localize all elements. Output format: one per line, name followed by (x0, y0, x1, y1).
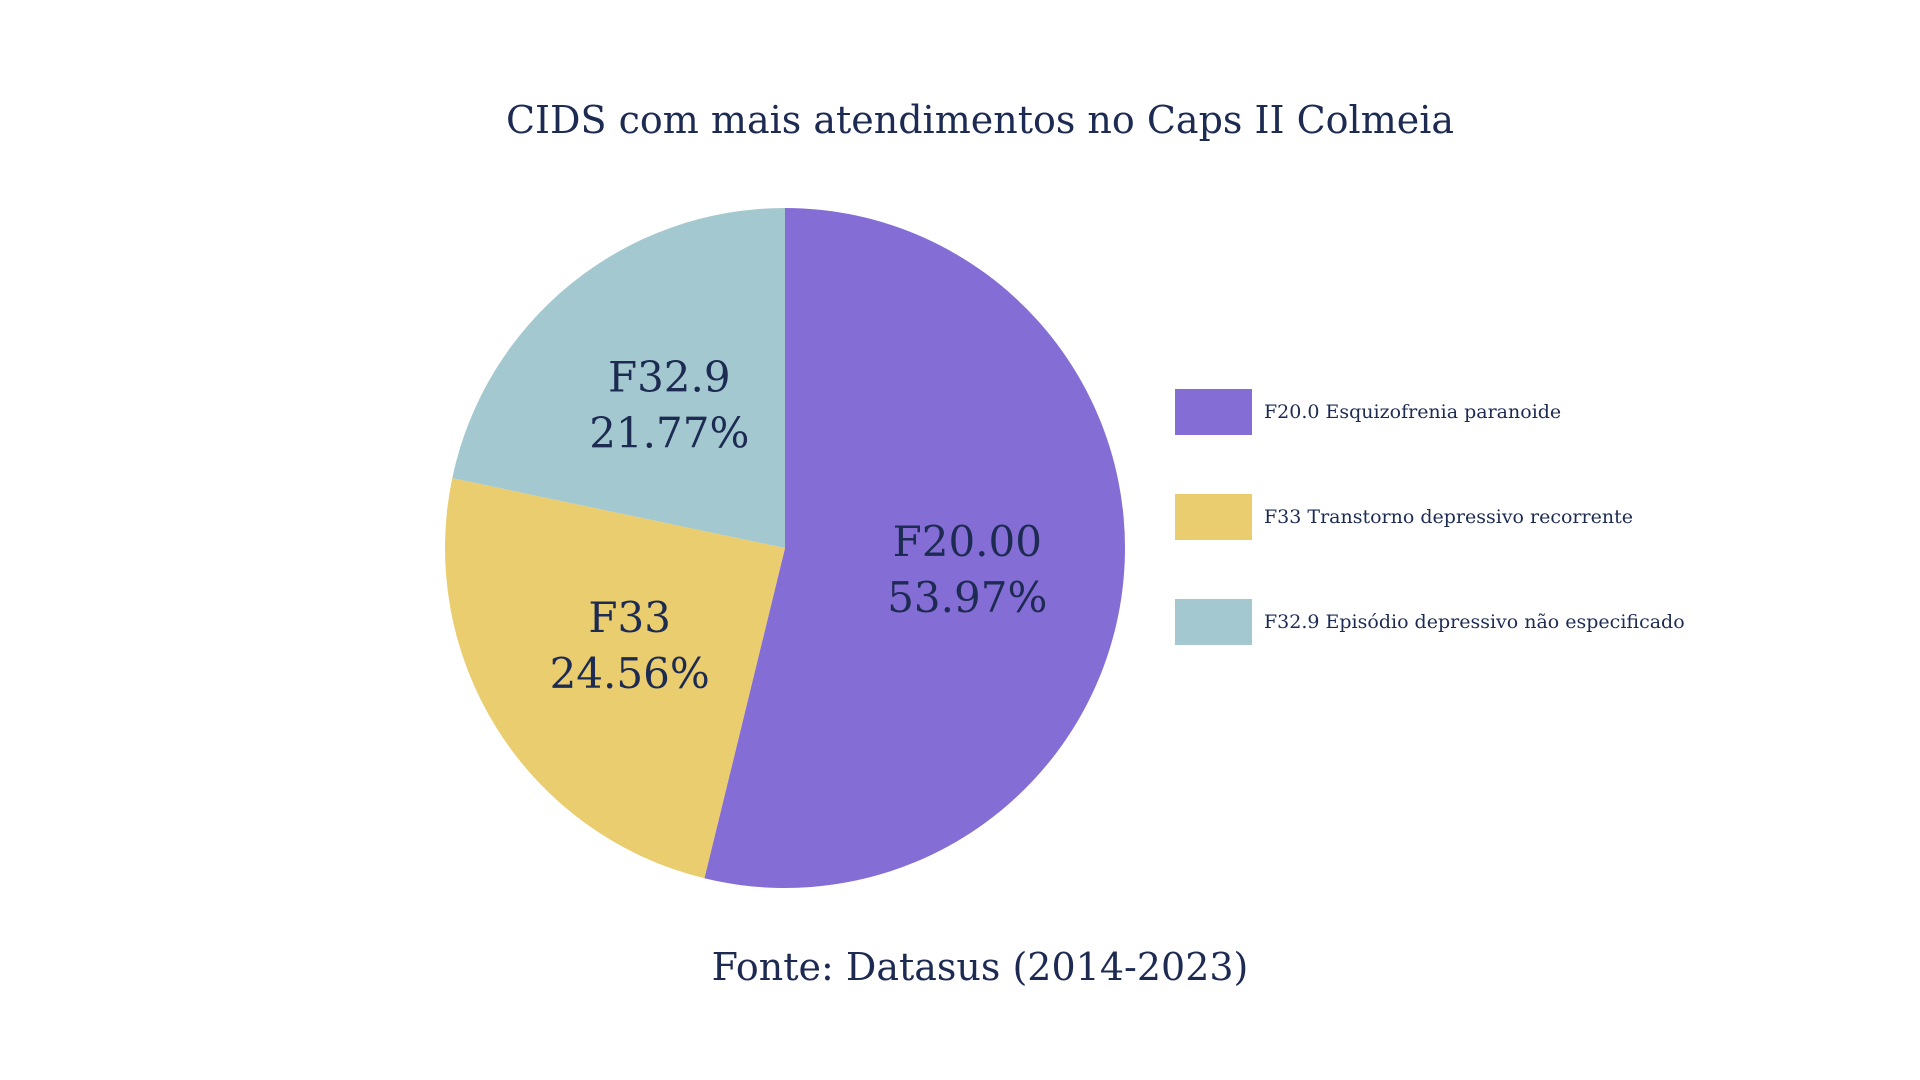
slice-label-f33: F33 (588, 593, 671, 642)
slice-value-f20: 53.97% (887, 573, 1047, 622)
pie-slice-f33 (445, 478, 785, 879)
legend-item-f20: F20.0 Esquizofrenia paranoide (1175, 388, 1685, 436)
legend-label-f33: F33 Transtorno depressivo recorrente (1264, 506, 1633, 528)
legend-item-f33: F33 Transtorno depressivo recorrente (1175, 493, 1685, 541)
legend-swatch-f329 (1175, 599, 1252, 645)
chart-source: Fonte: Datasus (2014-2023) (711, 945, 1249, 989)
slice-label-f329: F32.9 (608, 352, 731, 401)
legend-swatch-f20 (1175, 389, 1252, 435)
legend-label-f20: F20.0 Esquizofrenia paranoide (1264, 401, 1562, 423)
legend-swatch-f33 (1175, 494, 1252, 540)
slice-value-f329: 21.77% (589, 408, 749, 457)
slice-label-f20: F20.00 (893, 517, 1042, 566)
chart-legend: F20.0 Esquizofrenia paranoide F33 Transt… (1175, 388, 1685, 703)
pie-slice-f329 (452, 207, 785, 548)
legend-label-f329: F32.9 Episódio depressivo não especifica… (1264, 611, 1685, 633)
legend-item-f329: F32.9 Episódio depressivo não especifica… (1175, 598, 1685, 646)
chart-title: CIDS com mais atendimentos no Caps II Co… (505, 98, 1455, 142)
pie-slice-f20 (704, 208, 1126, 888)
slice-value-f33: 24.56% (550, 649, 710, 698)
